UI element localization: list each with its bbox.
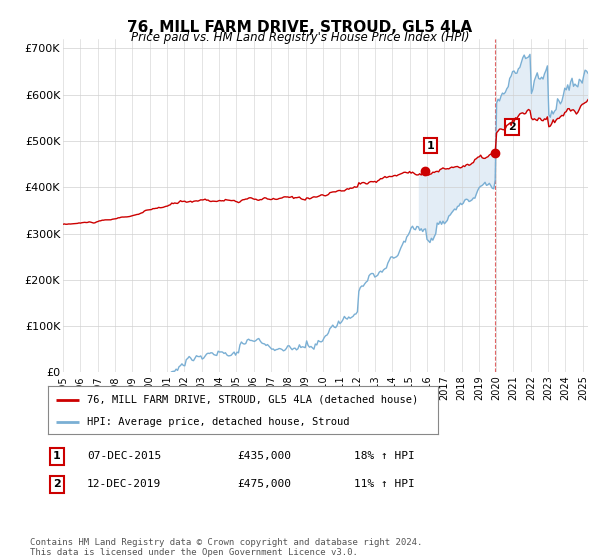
- Text: Price paid vs. HM Land Registry's House Price Index (HPI): Price paid vs. HM Land Registry's House …: [131, 31, 469, 44]
- Text: 18% ↑ HPI: 18% ↑ HPI: [354, 451, 415, 461]
- Text: 2: 2: [508, 122, 516, 132]
- Text: £435,000: £435,000: [237, 451, 291, 461]
- Text: 12-DEC-2019: 12-DEC-2019: [87, 479, 161, 489]
- Text: HPI: Average price, detached house, Stroud: HPI: Average price, detached house, Stro…: [87, 417, 349, 427]
- Text: 07-DEC-2015: 07-DEC-2015: [87, 451, 161, 461]
- Text: 76, MILL FARM DRIVE, STROUD, GL5 4LA: 76, MILL FARM DRIVE, STROUD, GL5 4LA: [127, 20, 473, 35]
- Text: £475,000: £475,000: [237, 479, 291, 489]
- Text: 11% ↑ HPI: 11% ↑ HPI: [354, 479, 415, 489]
- Text: Contains HM Land Registry data © Crown copyright and database right 2024.
This d: Contains HM Land Registry data © Crown c…: [30, 538, 422, 557]
- Text: 2: 2: [53, 479, 61, 489]
- Text: 1: 1: [427, 141, 434, 151]
- Text: 76, MILL FARM DRIVE, STROUD, GL5 4LA (detached house): 76, MILL FARM DRIVE, STROUD, GL5 4LA (de…: [87, 395, 418, 405]
- Text: 1: 1: [53, 451, 61, 461]
